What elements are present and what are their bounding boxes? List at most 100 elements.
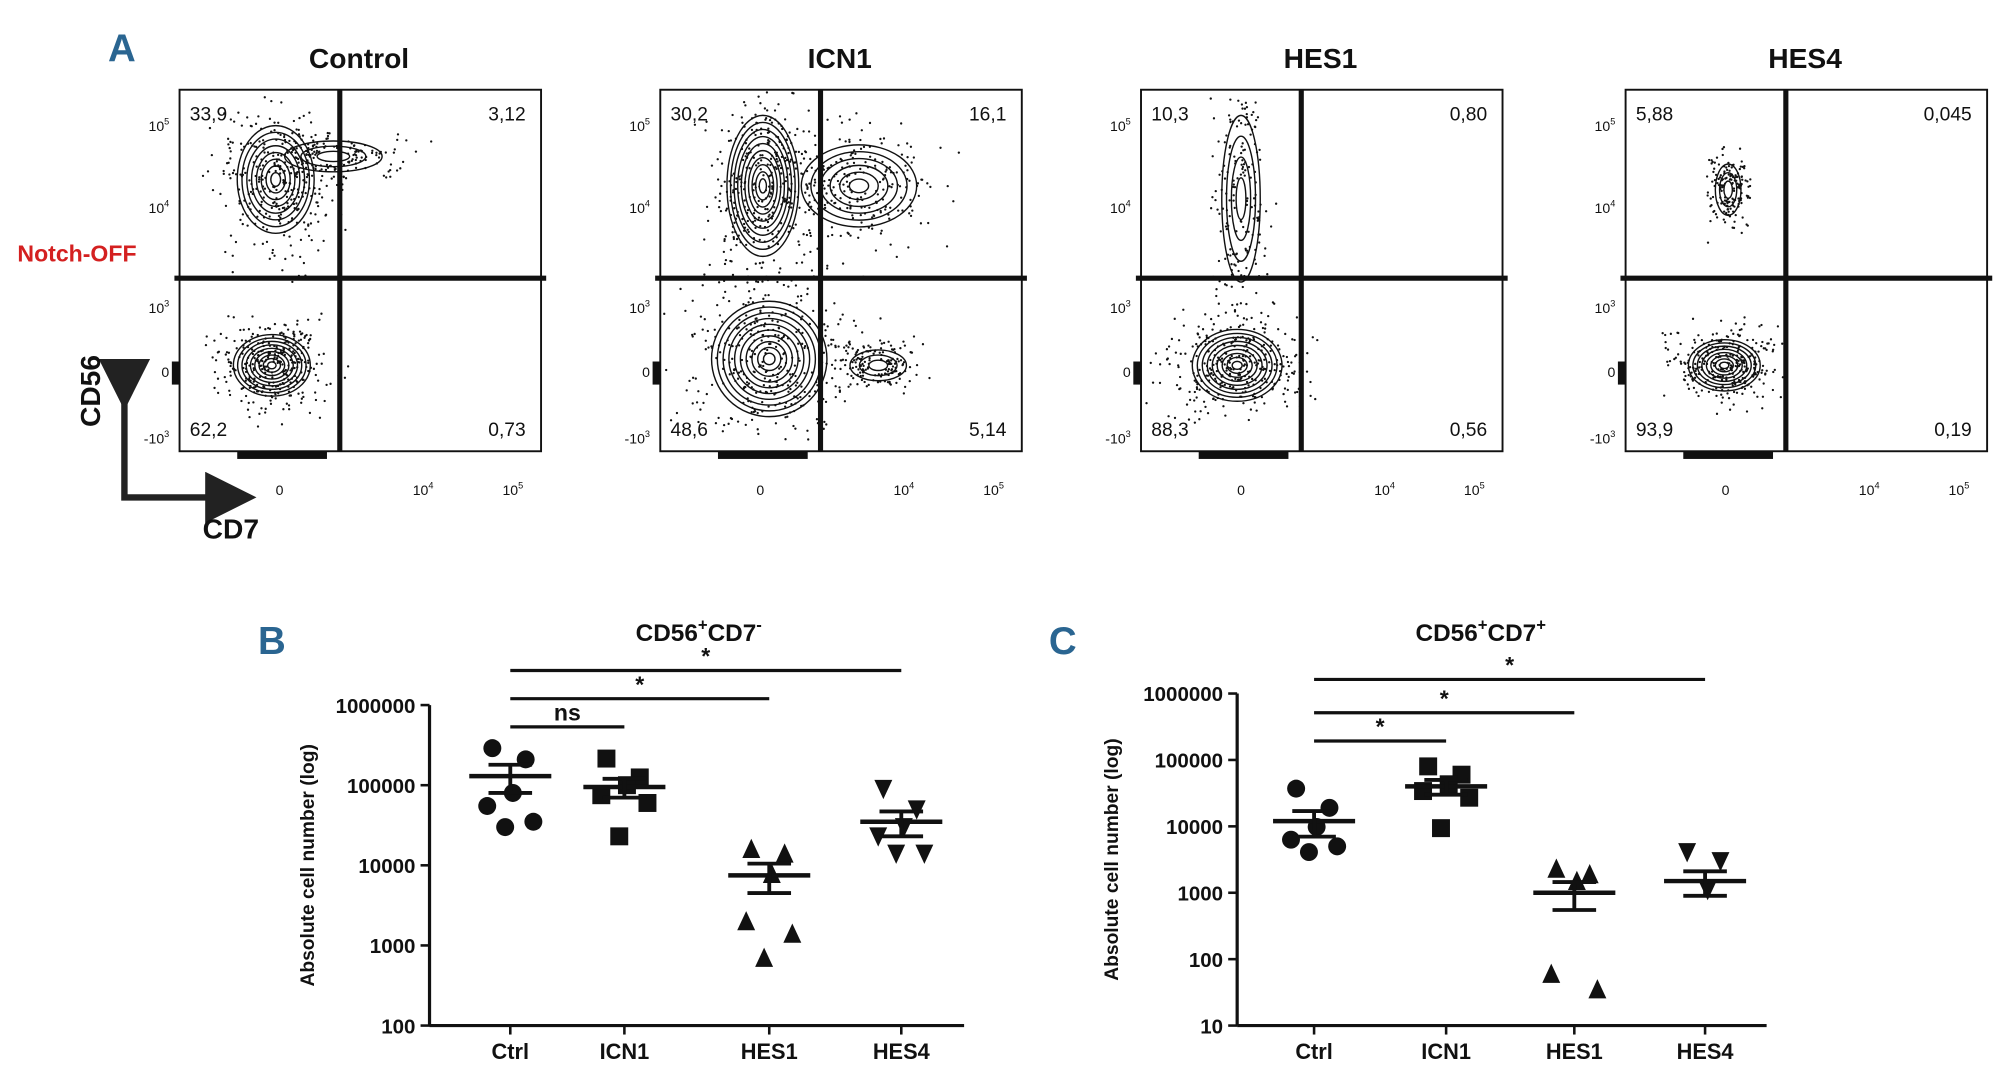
x-tick-label-base: 10: [1859, 482, 1875, 498]
event-dot: [855, 358, 858, 361]
event-dot: [275, 357, 279, 360]
event-dot: [747, 301, 750, 304]
event-dot: [307, 338, 311, 342]
event-dot: [323, 399, 326, 403]
event-dot: [261, 178, 264, 181]
y-axis-label: Absolute cell number (log): [298, 744, 319, 986]
event-dot: [836, 179, 840, 183]
y-tick-label: 0: [642, 364, 650, 380]
chart-title-part: CD56: [1416, 620, 1478, 647]
event-dot: [224, 353, 227, 356]
x-tick-label-base: 10: [893, 482, 909, 498]
axis-ticks: [171, 361, 180, 385]
event-dot: [767, 215, 770, 218]
event-dot: [1239, 219, 1242, 223]
y-tick-label: 0: [1607, 364, 1615, 380]
event-dot: [1252, 336, 1255, 339]
event-dot: [1237, 325, 1241, 329]
event-dot: [745, 243, 748, 247]
event-dot: [1674, 356, 1678, 359]
event-dot: [1722, 146, 1726, 149]
significance-label: ns: [554, 699, 581, 725]
event-dot: [783, 118, 787, 121]
event-dot: [382, 174, 386, 177]
x-tick-label-base: 10: [502, 482, 518, 498]
event-dot: [675, 411, 679, 415]
event-dot: [256, 215, 259, 218]
event-dot: [851, 360, 854, 364]
event-dot: [1688, 365, 1692, 369]
event-dot: [899, 359, 903, 362]
event-dot: [813, 181, 817, 184]
event-dot: [249, 124, 252, 128]
event-dot: [1263, 254, 1266, 258]
event-dot: [1764, 372, 1767, 375]
event-dot: [1737, 197, 1740, 200]
event-dot: [1736, 349, 1740, 353]
error-bar: [1424, 778, 1468, 797]
contour: [754, 171, 771, 201]
event-dot: [314, 133, 317, 137]
data-point: [597, 749, 616, 768]
event-dot: [907, 246, 910, 249]
event-dot: [285, 195, 289, 199]
event-dot: [833, 367, 837, 370]
event-dot: [904, 164, 907, 167]
event-dot: [1719, 174, 1722, 177]
event-dot: [810, 269, 814, 272]
event-dot: [1242, 323, 1245, 326]
event-dot: [301, 170, 304, 174]
event-dot: [318, 192, 321, 195]
event-dot: [703, 273, 706, 276]
event-dot: [705, 392, 708, 396]
event-dot: [343, 376, 347, 379]
event-dot: [1278, 348, 1281, 351]
event-dot: [1723, 221, 1727, 224]
event-dot: [1720, 189, 1723, 193]
event-dot: [697, 390, 700, 393]
event-dot: [1195, 386, 1199, 389]
event-dot: [768, 118, 772, 122]
event-dot: [290, 188, 293, 192]
event-dot: [1199, 410, 1202, 413]
event-dot: [766, 109, 769, 112]
event-dot: [1693, 338, 1696, 342]
event-dot: [1311, 336, 1314, 339]
event-dot: [1730, 329, 1733, 332]
y-tick-label: 105: [149, 116, 170, 133]
event-dot: [823, 187, 826, 190]
event-dot: [1237, 119, 1241, 122]
event-dot: [741, 217, 744, 221]
event-dot: [1252, 197, 1256, 200]
event-dot: [767, 405, 770, 408]
event-dot: [920, 178, 923, 181]
event-dot: [300, 401, 303, 404]
event-dot: [286, 328, 290, 331]
event-dot: [873, 164, 877, 167]
event-dot: [761, 261, 765, 264]
event-dot: [326, 134, 330, 138]
event-dot: [229, 364, 232, 368]
event-dot: [807, 208, 811, 212]
event-dot: [296, 323, 299, 326]
event-dot: [1706, 194, 1709, 197]
x-tick-label: HES4: [873, 1039, 930, 1064]
event-dot: [761, 400, 764, 404]
event-dot: [731, 357, 734, 360]
event-dot: [1743, 164, 1746, 168]
event-dot: [1158, 381, 1162, 385]
event-dot: [787, 390, 790, 393]
event-dot: [792, 424, 795, 428]
event-dot: [1661, 332, 1664, 335]
event-dot: [760, 159, 763, 162]
x-tick-label-base: 0: [276, 482, 284, 498]
event-dot: [873, 158, 877, 161]
event-dot: [313, 143, 316, 146]
event-dot: [360, 156, 363, 159]
event-dot: [845, 349, 848, 353]
y-tick-label-base: 10: [629, 200, 645, 216]
event-dot: [310, 135, 313, 139]
event-dot: [878, 351, 881, 354]
event-dot: [316, 204, 320, 208]
event-dot: [289, 172, 293, 175]
